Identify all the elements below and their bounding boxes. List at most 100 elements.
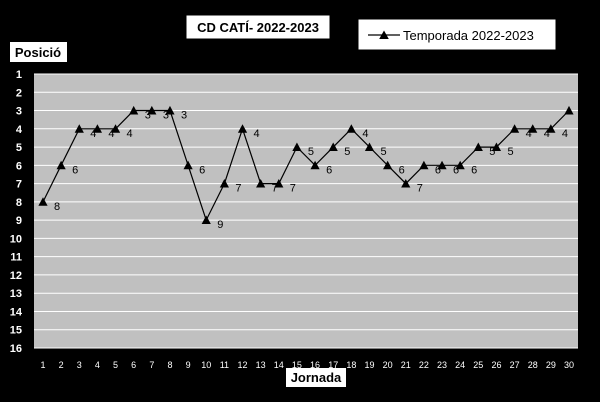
data-point-marker	[292, 142, 302, 151]
data-point-marker	[546, 124, 556, 133]
data-label: 4	[90, 128, 96, 140]
data-point-marker	[528, 124, 538, 133]
y-tick-label: 16	[10, 343, 22, 355]
data-point-marker	[237, 124, 248, 133]
data-point-marker	[509, 124, 520, 133]
data-label: 4	[127, 128, 133, 140]
x-tick-label: 10	[201, 360, 211, 370]
y-tick-label: 13	[10, 288, 22, 300]
x-tick-label: 29	[546, 360, 556, 370]
data-label: 5	[489, 146, 495, 158]
y-tick-label: 15	[10, 325, 22, 337]
data-point-marker	[364, 142, 375, 151]
data-point-marker	[437, 160, 447, 170]
y-tick-label: 5	[16, 142, 22, 154]
data-point-marker	[147, 105, 157, 115]
data-label: 3	[181, 110, 187, 122]
x-axis-label: Jornada	[291, 370, 342, 385]
x-tick-label: 3	[77, 360, 82, 370]
data-label: 7	[417, 183, 423, 195]
data-point-marker	[473, 142, 483, 151]
y-axis-label: Posició	[15, 45, 61, 60]
data-point-marker	[491, 142, 502, 151]
data-label: 4	[362, 128, 368, 140]
legend-marker-icon	[379, 30, 389, 39]
x-tick-label: 12	[238, 360, 248, 370]
x-tick-label: 9	[186, 360, 191, 370]
x-tick-label: 23	[437, 360, 447, 370]
x-axis-ticks: 1 2 3 4 5 6 7 8 9 10 11 12 13 14 15 16 17 18 19 20 21 22 23 24 2…	[40, 360, 574, 370]
y-tick-label: 1	[16, 69, 22, 81]
x-tick-label: 7	[149, 360, 154, 370]
data-label: 4	[254, 128, 260, 140]
data-label: 6	[453, 164, 459, 176]
data-label: 5	[344, 146, 350, 158]
y-axis-label-box	[10, 42, 67, 62]
x-tick-label: 16	[310, 360, 320, 370]
data-point-marker	[346, 124, 356, 133]
data-label: 7	[235, 183, 241, 195]
y-tick-label: 4	[16, 124, 23, 136]
y-tick-label: 8	[16, 197, 22, 209]
data-label: 6	[72, 164, 78, 176]
data-label: 9	[217, 219, 223, 231]
x-tick-label: 8	[167, 360, 172, 370]
x-tick-label: 21	[401, 360, 411, 370]
data-label: 4	[562, 128, 568, 140]
data-label: 6	[326, 164, 332, 176]
chart-title: CD CATÍ- 2022-2023	[197, 20, 319, 35]
data-label: 4	[544, 128, 550, 140]
x-axis-label-box	[286, 368, 346, 387]
y-tick-label: 7	[16, 179, 22, 191]
data-label: 3	[145, 110, 151, 122]
x-tick-label: 25	[473, 360, 483, 370]
data-point-marker	[419, 160, 429, 170]
x-tick-label: 28	[528, 360, 538, 370]
data-point-marker	[455, 160, 465, 170]
data-label: 5	[308, 146, 314, 158]
y-tick-label: 6	[16, 160, 22, 172]
data-point-marker	[201, 215, 211, 225]
x-tick-label: 13	[256, 360, 266, 370]
x-tick-label: 14	[274, 360, 284, 370]
data-label: 7	[272, 183, 278, 195]
data-point-marker	[328, 142, 338, 151]
data-point-marker	[183, 160, 193, 170]
data-point-marker	[274, 179, 284, 188]
x-tick-label: 18	[346, 360, 356, 370]
x-tick-label: 6	[131, 360, 136, 370]
data-label: 4	[526, 128, 532, 140]
data-label: 5	[507, 146, 513, 158]
x-tick-label: 1	[40, 360, 45, 370]
x-tick-label: 26	[491, 360, 501, 370]
data-label: 6	[471, 164, 477, 176]
data-label: 5	[380, 146, 386, 158]
data-point-marker	[74, 124, 84, 133]
data-point-marker	[38, 197, 48, 206]
x-tick-label: 4	[95, 360, 100, 370]
data-label: 8	[54, 201, 60, 213]
data-point-marker	[401, 179, 411, 188]
x-tick-label: 11	[220, 360, 229, 370]
y-tick-label: 12	[10, 270, 22, 282]
data-point-marker	[129, 105, 139, 115]
data-point-marker	[56, 160, 66, 170]
data-label: 7	[290, 183, 296, 195]
y-tick-label: 11	[10, 252, 22, 264]
data-point-marker	[310, 160, 320, 170]
x-tick-label: 19	[364, 360, 374, 370]
x-tick-label: 22	[419, 360, 429, 370]
plot-area	[34, 74, 578, 348]
x-tick-label: 5	[113, 360, 118, 370]
data-point-marker	[383, 160, 393, 170]
data-label: 6	[435, 164, 441, 176]
data-label: 6	[399, 164, 405, 176]
y-tick-label: 14	[10, 306, 23, 318]
x-tick-label: 15	[292, 360, 302, 370]
y-tick-label: 3	[16, 106, 22, 118]
y-tick-label: 10	[10, 233, 22, 245]
